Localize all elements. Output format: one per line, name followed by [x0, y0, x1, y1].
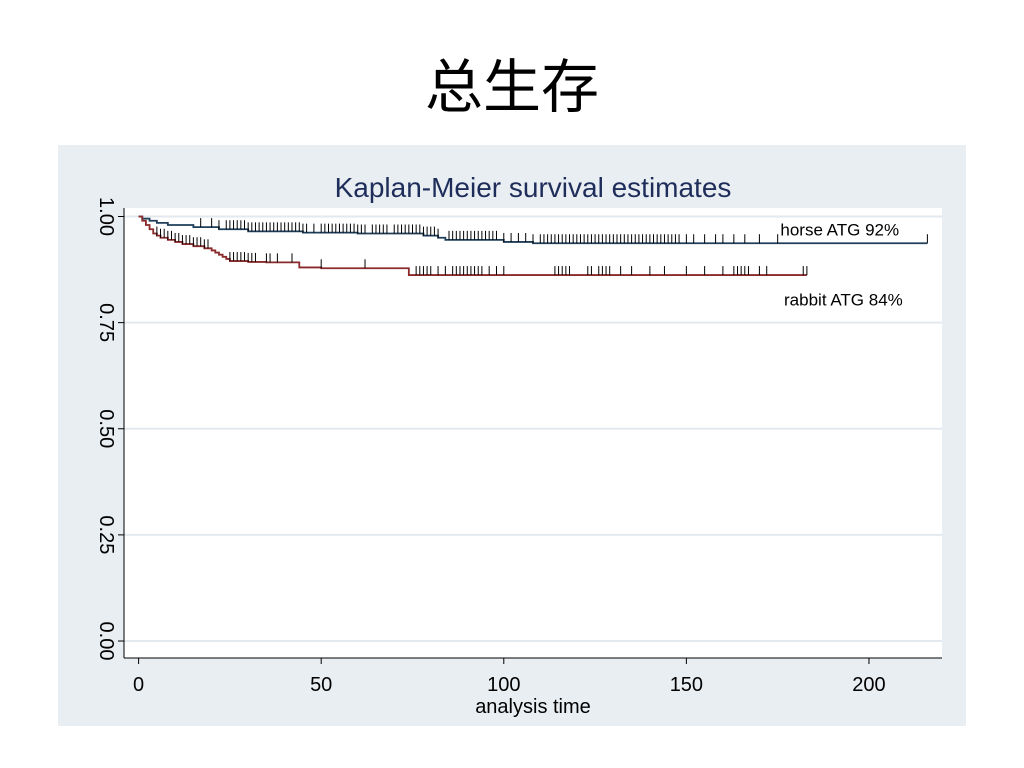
series-1 — [138, 215, 808, 276]
x-tick-label: 0 — [133, 674, 144, 696]
x-tick-label: 150 — [670, 674, 703, 696]
y-tick-label: 0.50 — [95, 409, 117, 448]
x-axis-label: analysis time — [475, 696, 591, 718]
series-layer — [138, 215, 928, 276]
survival-curve — [138, 215, 807, 276]
axes: 0.00 0.25 0.50 0.75 1.00 0 50 100 150 200 — [95, 197, 942, 696]
y-tick-label: 0.75 — [95, 303, 117, 342]
x-tick-label: 200 — [852, 674, 885, 696]
annotations: horse ATG 92% rabbit ATG 84% — [780, 221, 902, 310]
y-tick-label: 0.25 — [95, 515, 117, 554]
plot-area — [124, 208, 942, 658]
chart-title: Kaplan-Meier survival estimates — [335, 172, 732, 203]
x-tick-label: 50 — [310, 674, 332, 696]
slide-title: 总生存 — [424, 53, 599, 121]
series-0 — [138, 215, 928, 245]
curve-annotation: horse ATG 92% — [780, 221, 899, 240]
figure-panel: Kaplan-Meier survival estimates 0.00 0.25… — [58, 145, 966, 726]
km-chart: Kaplan-Meier survival estimates 0.00 0.25… — [95, 172, 942, 718]
survival-curve — [138, 215, 928, 245]
y-tick-label: 1.00 — [95, 197, 117, 236]
curve-annotation: rabbit ATG 84% — [784, 291, 903, 310]
y-tick-label: 0.00 — [95, 622, 117, 661]
x-tick-label: 100 — [487, 674, 520, 696]
grid-lines — [124, 215, 942, 643]
